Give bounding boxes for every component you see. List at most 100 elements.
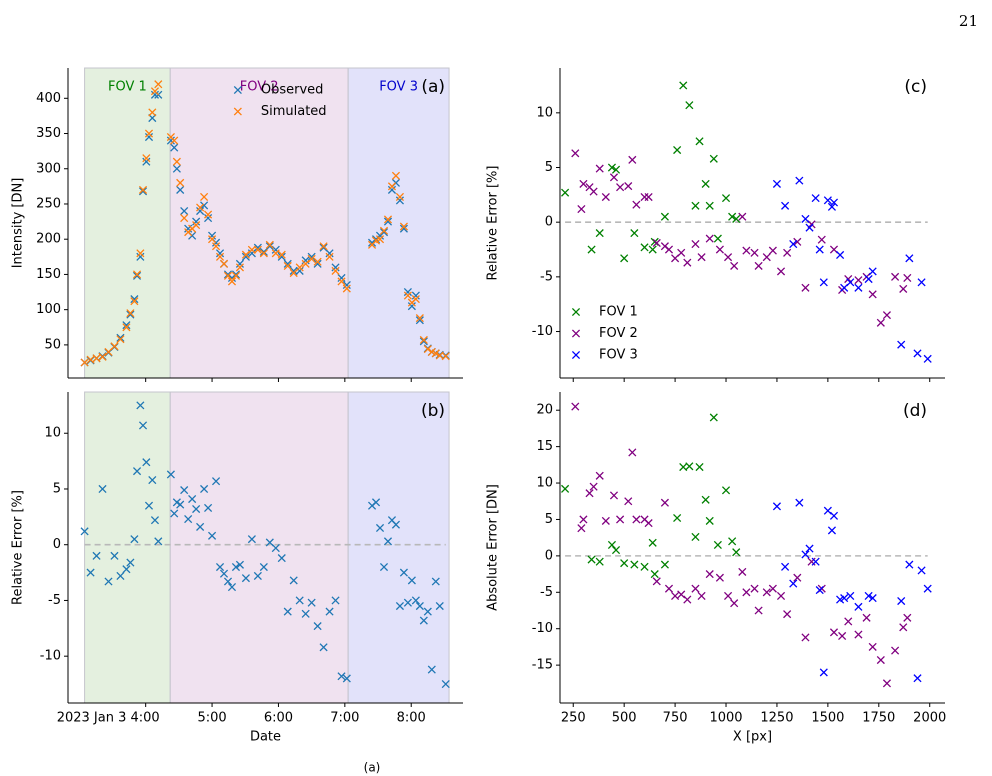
marker (768, 246, 777, 255)
panel-label: (c) (904, 77, 927, 97)
marker (92, 354, 101, 363)
marker (196, 203, 205, 212)
marker (903, 273, 912, 283)
marker (399, 224, 408, 233)
marker (905, 254, 914, 263)
marker (577, 524, 586, 533)
marker (652, 238, 661, 248)
marker (407, 576, 416, 585)
marker (391, 171, 401, 180)
marker (188, 494, 197, 504)
marker (176, 500, 185, 509)
marker (431, 349, 440, 358)
marker (176, 185, 185, 194)
marker (295, 596, 304, 605)
marker (882, 311, 892, 320)
marker (126, 310, 135, 319)
marker (204, 210, 213, 219)
y-tick-label: -5 (48, 593, 61, 608)
marker (200, 192, 209, 201)
marker (215, 252, 225, 261)
marker (148, 108, 157, 117)
marker (92, 551, 101, 560)
marker (176, 178, 185, 187)
y-tick-label: 100 (36, 302, 61, 317)
marker (301, 256, 310, 265)
marker (772, 502, 782, 511)
marker (701, 495, 710, 504)
marker (882, 679, 892, 688)
y-tick-label: 250 (36, 196, 61, 211)
marker (632, 515, 641, 524)
marker (823, 506, 832, 515)
marker (811, 194, 820, 203)
marker (827, 526, 837, 535)
y-tick-label: 0 (545, 548, 553, 563)
marker (697, 253, 706, 262)
marker (864, 591, 873, 600)
marker (807, 557, 816, 566)
x-tick-label: 1000 (709, 711, 742, 726)
y-tick-label: 5 (545, 512, 553, 527)
marker (215, 562, 225, 572)
marker (671, 591, 680, 600)
marker (215, 249, 225, 258)
marker (903, 613, 912, 622)
marker (829, 198, 839, 207)
marker (142, 157, 151, 166)
marker (728, 212, 737, 221)
marker (691, 239, 700, 249)
marker (331, 596, 340, 605)
marker (435, 601, 444, 611)
marker (644, 192, 653, 202)
marker (265, 242, 274, 251)
x-tick-label: 2000 (913, 711, 946, 726)
marker (342, 674, 351, 683)
marker (98, 352, 107, 361)
marker (838, 631, 847, 641)
y-axis-label: Intensity [DN] (11, 178, 26, 269)
marker (868, 594, 877, 603)
x-tick-label: 1750 (862, 711, 895, 726)
marker (319, 643, 328, 652)
marker (827, 202, 837, 211)
x-axis-label: X [px] (733, 730, 772, 745)
marker (723, 253, 733, 262)
marker (150, 90, 160, 99)
marker (587, 245, 596, 254)
marker (709, 154, 718, 163)
marker (383, 537, 393, 546)
marker (172, 164, 181, 173)
marker (231, 562, 241, 572)
marker (630, 560, 639, 569)
marker (211, 477, 221, 486)
y-tick-label: 10 (536, 105, 553, 120)
marker (253, 571, 262, 580)
marker (846, 278, 855, 287)
marker (815, 245, 824, 254)
marker (673, 513, 682, 523)
marker (395, 196, 404, 205)
marker (772, 179, 782, 188)
marker (754, 606, 763, 615)
marker (235, 259, 245, 268)
marker (587, 555, 596, 564)
marker (325, 249, 334, 258)
marker (399, 568, 408, 577)
marker (783, 248, 792, 257)
legend-label: FOV 3 (599, 348, 638, 363)
marker (589, 482, 598, 491)
marker (375, 235, 385, 244)
marker (200, 201, 209, 210)
marker (732, 548, 741, 557)
marker (423, 607, 432, 616)
marker (289, 576, 298, 585)
marker (561, 188, 570, 197)
marker (579, 179, 588, 188)
marker (337, 273, 346, 283)
x-tick-label: 6:00 (264, 711, 293, 726)
marker (683, 258, 692, 267)
marker (611, 545, 621, 555)
marker (126, 558, 135, 567)
marker (713, 540, 722, 550)
